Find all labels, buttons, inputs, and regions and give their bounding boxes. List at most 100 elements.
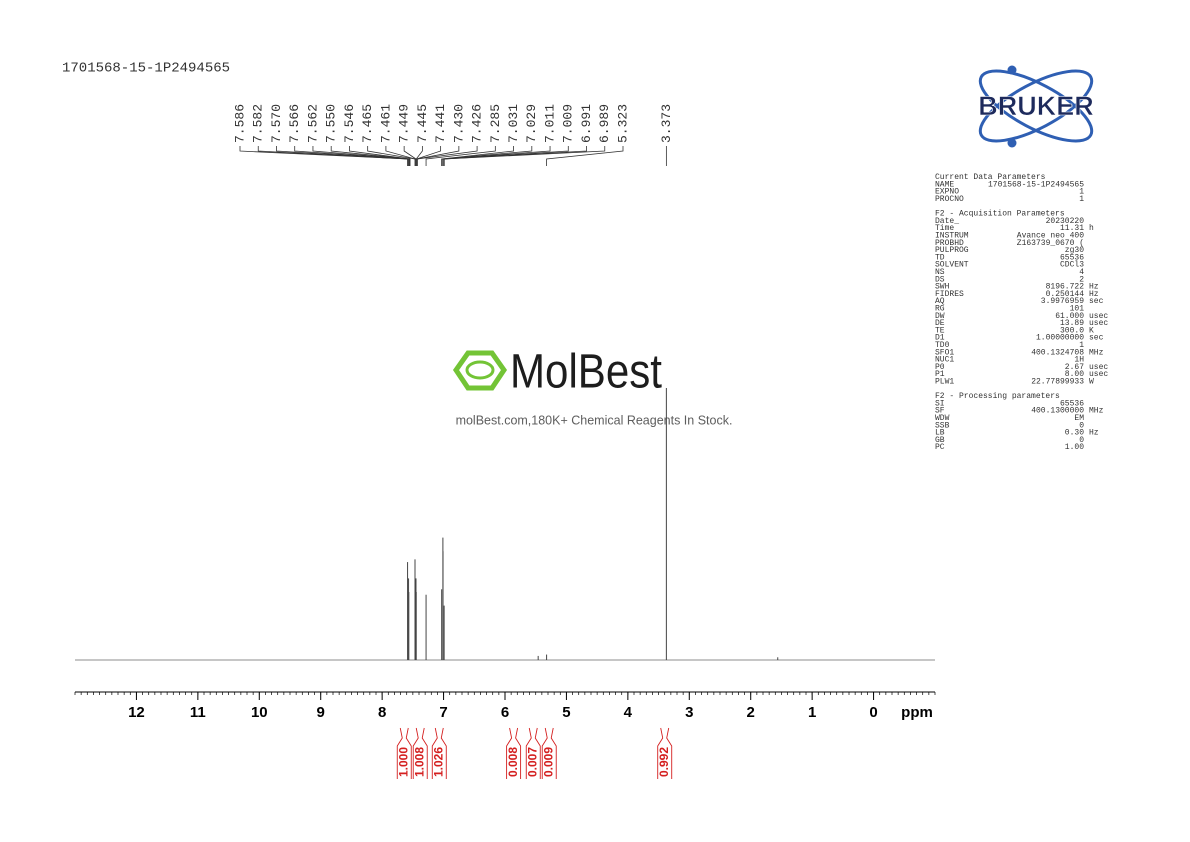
parameter-name: SWH [935, 283, 950, 292]
integral-bracket [525, 727, 541, 779]
x-tick-label: 11 [190, 704, 206, 721]
peak-label: 7.441 [433, 104, 448, 143]
x-tick-label: 4 [624, 704, 633, 721]
peak-label: 7.582 [251, 104, 266, 143]
parameter-name: PROCNO [935, 195, 964, 204]
parameter-name: NUC1 [935, 356, 954, 365]
parameter-value: 101 [1070, 305, 1085, 314]
integral-label: 0.992 [657, 747, 671, 777]
peak-label: 7.465 [360, 104, 375, 143]
parameter-value: 13.89 [1060, 319, 1084, 328]
x-tick-label: 5 [562, 704, 570, 721]
parameter-value: 3.9976959 [1041, 297, 1084, 306]
parameter-unit: K [1089, 326, 1094, 335]
parameter-value: 8.00 [1065, 370, 1084, 379]
integral-bracket [431, 727, 447, 779]
parameter-value: 0.250144 [1046, 290, 1085, 299]
parameter-name: SSB [935, 421, 950, 430]
parameter-unit: Hz [1089, 429, 1099, 438]
parameter-name: PC [935, 443, 945, 452]
integral-bracket [396, 727, 412, 779]
parameter-unit: MHz [1089, 348, 1104, 357]
peak-label-leader [312, 146, 410, 166]
peak-label: 7.011 [542, 104, 557, 143]
parameter-unit: sec [1089, 297, 1104, 306]
parameter-name: SI [935, 399, 945, 408]
peak-label: 7.009 [561, 104, 576, 143]
peak-label-leader [257, 146, 409, 166]
parameter-value: Z163739_0670 ( [1017, 239, 1084, 248]
integral-bracket [541, 727, 557, 779]
integral-label: 1.008 [412, 747, 426, 777]
parameter-name: RG [935, 305, 945, 314]
parameter-name: SFO1 [935, 348, 954, 357]
integral-label: 1.000 [396, 747, 410, 777]
parameter-unit: usec [1089, 363, 1108, 372]
parameter-name: P1 [935, 370, 945, 379]
x-tick-label: 3 [685, 704, 693, 721]
parameter-name: WDW [935, 414, 950, 423]
parameter-value: 20230220 [1046, 217, 1085, 226]
parameter-value: 1.00000000 [1036, 334, 1084, 343]
parameter-name: TE [935, 326, 945, 335]
parameter-value: 300.0 [1060, 326, 1084, 335]
parameter-name: DE [935, 319, 945, 328]
parameter-name: INSTRUM [935, 232, 969, 241]
peak-label: 7.449 [397, 104, 412, 143]
peak-label: 7.031 [506, 104, 521, 143]
parameter-section-title: F2 - Processing parameters [935, 392, 1060, 401]
logo-orbit [978, 69, 1094, 143]
peak-label-leader [416, 146, 442, 166]
watermark-icon [452, 350, 508, 391]
parameter-name: TD0 [935, 341, 950, 350]
x-tick-label: 2 [747, 704, 755, 721]
peak-label-leader [425, 146, 496, 166]
parameter-unit: sec [1089, 334, 1104, 343]
x-tick-label: 7 [439, 704, 447, 721]
peak-label: 7.029 [524, 104, 539, 143]
integral-bracket [506, 727, 522, 779]
parameter-value: 2.67 [1065, 363, 1084, 372]
parameter-value: EM [1074, 414, 1084, 423]
parameter-value: 22.77899933 [1031, 378, 1084, 387]
parameter-name: TD [935, 253, 945, 262]
parameter-value: 1 [1079, 195, 1084, 204]
parameter-unit: usec [1089, 370, 1108, 379]
x-tick-label: 6 [501, 704, 509, 721]
parameter-value: CDCl3 [1060, 261, 1084, 270]
parameter-unit: usec [1089, 319, 1108, 328]
parameter-name: FIDRES [935, 290, 964, 299]
parameter-name: EXPNO [935, 188, 959, 197]
parameter-name: Date_ [935, 217, 959, 226]
parameter-value: 1701568-15-1P2494565 [988, 180, 1084, 189]
peak-label-leader [417, 146, 478, 166]
peak-label: 7.285 [488, 104, 503, 143]
parameter-name: AQ [935, 297, 945, 306]
bruker-logo: BRUKER [978, 65, 1094, 148]
parameter-name: PROBHD [935, 239, 964, 248]
parameter-value: 1 [1079, 341, 1084, 350]
parameter-unit: usec [1089, 312, 1108, 321]
parameter-unit: W [1089, 378, 1094, 387]
parameter-unit: h [1089, 224, 1094, 233]
peak-label-leader [385, 146, 416, 166]
parameter-value: 400.1300000 [1031, 407, 1084, 416]
logo-orbit [978, 69, 1094, 143]
peak-label: 7.546 [342, 104, 357, 143]
parameter-value: 4 [1079, 268, 1084, 277]
peak-label-leader [441, 146, 533, 166]
integral-bracket [412, 727, 428, 779]
peak-label-leader [349, 146, 411, 166]
parameter-value: 61.000 [1055, 312, 1084, 321]
integral-label: 0.008 [506, 747, 520, 777]
logo-dot [1007, 138, 1017, 148]
peak-label: 7.566 [287, 104, 302, 143]
parameter-name: NS [935, 268, 945, 277]
watermark: MolBest molBest.com,180K+ Chemical Reage… [452, 346, 732, 427]
parameter-value: 0 [1079, 436, 1084, 445]
peak-label: 7.426 [470, 104, 485, 143]
parameter-value: 65536 [1060, 399, 1084, 408]
watermark-brand: MolBest [510, 346, 662, 399]
parameter-value: 1H [1074, 356, 1084, 365]
